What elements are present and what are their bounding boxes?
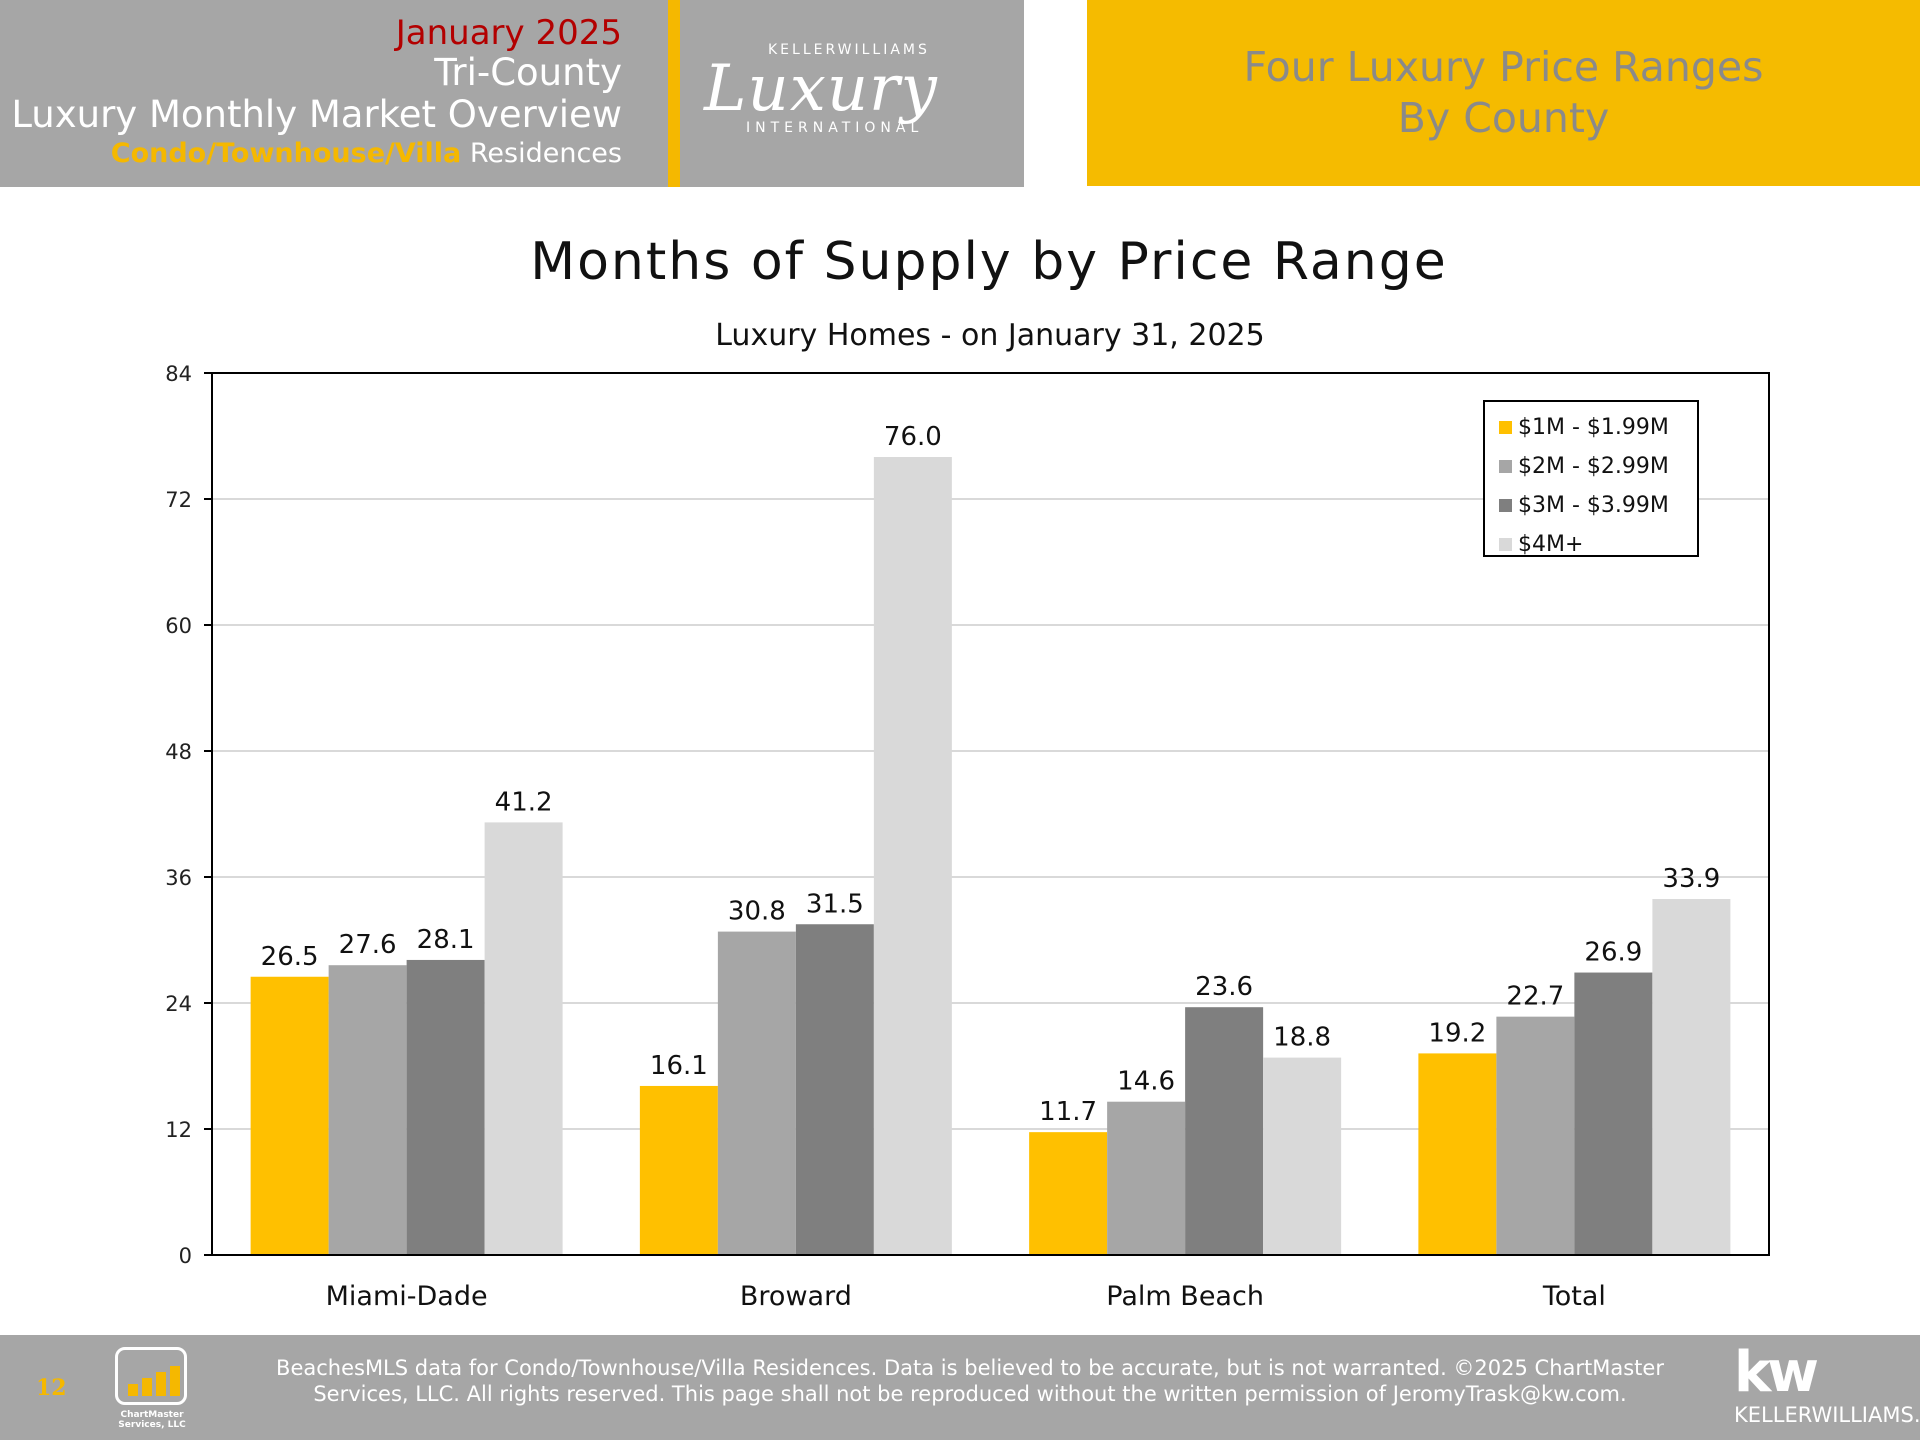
chart-subtitle: Luxury Homes - on January 31, 2025 [715, 318, 1265, 353]
legend-item: $3M - $3.99M [1499, 486, 1697, 525]
y-tick-label: 72 [165, 488, 192, 512]
kw-logo-mark: kw [1734, 1340, 1819, 1405]
legend-label: $4M+ [1518, 532, 1584, 557]
data-label: 27.6 [339, 930, 397, 960]
chartmaster-label-line2: Services, LLC [118, 1419, 186, 1430]
legend-swatch [1499, 421, 1512, 434]
data-label: 26.9 [1584, 938, 1642, 968]
disclaimer: BeachesMLS data for Condo/Townhouse/Vill… [240, 1355, 1700, 1408]
kw-logo-text: KELLERWILLIAMS. [1734, 1403, 1920, 1427]
bar [1652, 899, 1731, 1255]
bar [1574, 972, 1653, 1255]
data-label: 26.5 [261, 942, 319, 972]
data-label: 16.1 [650, 1051, 708, 1081]
chartmaster-label-line1: ChartMaster [120, 1410, 184, 1420]
bar [1029, 1132, 1108, 1255]
property-type-highlight: Condo/Townhouse/Villa [110, 137, 462, 169]
bar [250, 976, 329, 1255]
logo-main-text: Luxury [704, 52, 938, 126]
bar [406, 959, 485, 1255]
logo-top-text: KELLERWILLIAMS [768, 42, 930, 58]
bar [639, 1085, 718, 1255]
data-label: 18.8 [1273, 1023, 1331, 1053]
x-category-label: Miami-Dade [326, 1281, 488, 1312]
footer: 12 ChartMaster Services, LLC BeachesMLS … [0, 1335, 1920, 1440]
y-tick-label: 48 [165, 740, 192, 764]
legend-label: $2M - $2.99M [1518, 454, 1669, 479]
legend-swatch [1499, 460, 1512, 473]
section-title-panel: Four Luxury Price Ranges By County [1087, 0, 1920, 186]
chartmaster-logo-label: ChartMaster Services, LLC [110, 1410, 194, 1431]
data-label: 19.2 [1428, 1018, 1486, 1048]
section-title: Four Luxury Price Ranges By County [1244, 42, 1764, 145]
bar [1185, 1007, 1264, 1255]
bar [873, 457, 952, 1255]
section-title-line2: By County [1397, 94, 1610, 142]
y-tick-label: 0 [179, 1244, 192, 1268]
logo-bottom-text: INTERNATIONAL [746, 120, 924, 136]
y-tick-label: 84 [165, 362, 192, 386]
property-type-rest: Residences [469, 137, 622, 169]
header-divider [668, 0, 680, 187]
legend-item: $1M - $1.99M [1499, 408, 1697, 447]
data-label: 41.2 [495, 787, 553, 817]
x-category-label: Palm Beach [1106, 1281, 1264, 1312]
chart-legend: $1M - $1.99M $2M - $2.99M $3M - $3.99M $4M+ [1483, 400, 1699, 557]
data-label: 11.7 [1039, 1097, 1097, 1127]
bar [795, 924, 874, 1255]
section-title-line1: Four Luxury Price Ranges [1243, 42, 1764, 91]
header-panel: January 2025 Tri-County Luxury Monthly M… [0, 0, 668, 187]
legend-label: $3M - $3.99M [1518, 493, 1669, 518]
x-category-label: Total [1542, 1281, 1606, 1312]
bar [1263, 1057, 1342, 1255]
legend-swatch [1499, 499, 1512, 512]
x-category-label: Broward [740, 1281, 852, 1312]
bar [1496, 1016, 1575, 1255]
data-label: 31.5 [806, 889, 864, 919]
bar [328, 965, 407, 1255]
bar [484, 822, 563, 1255]
keller-williams-logo: kw KELLERWILLIAMS. [1734, 1340, 1920, 1428]
data-label: 22.7 [1506, 982, 1564, 1012]
disclaimer-line1: BeachesMLS data for Condo/Townhouse/Vill… [276, 1356, 1664, 1380]
y-tick-label: 12 [165, 1118, 192, 1142]
chart-title: Months of Supply by Price Range [530, 232, 1448, 292]
y-tick-label: 24 [165, 992, 192, 1016]
plot-area-border [211, 372, 1770, 1256]
kw-luxury-logo: KELLERWILLIAMS Luxury INTERNATIONAL [680, 0, 1024, 187]
chartmaster-logo-icon [115, 1347, 187, 1405]
legend-label: $1M - $1.99M [1518, 415, 1669, 440]
report-name: Luxury Monthly Market Overview [11, 92, 622, 136]
data-label: 76.0 [884, 422, 942, 452]
header-text: January 2025 Tri-County Luxury Monthly M… [11, 14, 622, 169]
y-tick-label: 36 [165, 866, 192, 890]
data-label: 30.8 [728, 897, 786, 927]
legend-swatch [1499, 538, 1512, 551]
data-label: 28.1 [417, 925, 475, 955]
bar [1418, 1053, 1497, 1255]
data-label: 33.9 [1662, 864, 1720, 894]
legend-item: $4M+ [1499, 525, 1697, 564]
property-type: Condo/Townhouse/Villa Residences [11, 137, 622, 169]
disclaimer-line2: Services, LLC. All rights reserved. This… [313, 1382, 1627, 1407]
data-label: 14.6 [1117, 1067, 1175, 1097]
bar [717, 931, 796, 1255]
report-region: Tri-County [434, 51, 622, 95]
y-tick-label: 60 [165, 614, 192, 638]
report-month: January 2025 [395, 13, 622, 53]
page-number: 12 [36, 1375, 67, 1401]
bar [1107, 1101, 1186, 1255]
legend-item: $2M - $2.99M [1499, 447, 1697, 486]
data-label: 23.6 [1195, 972, 1253, 1002]
